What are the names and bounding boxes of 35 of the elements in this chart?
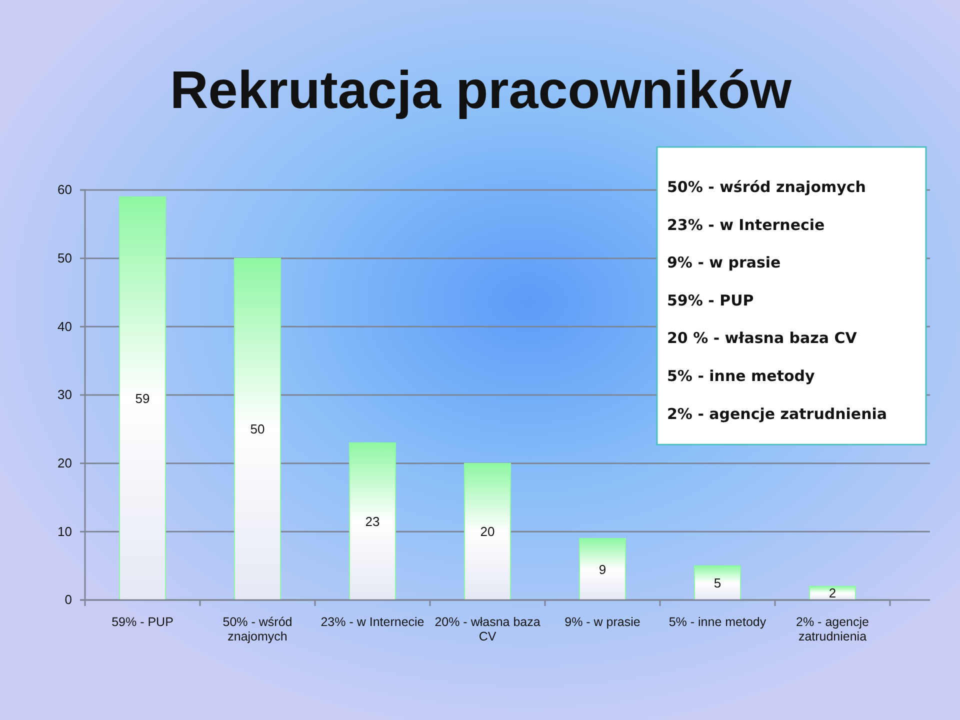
annotation: 23% - w Internecie	[667, 216, 825, 234]
bar	[234, 258, 281, 600]
annotation: 9% - w prasie	[667, 254, 781, 272]
data-label: 5	[714, 575, 722, 590]
data-label: 9	[598, 562, 606, 577]
data-label: 23	[365, 514, 380, 529]
x-tick-label: 59% - PUP	[112, 615, 174, 629]
x-tick-label: 9% - w prasie	[564, 615, 640, 629]
bar	[694, 565, 741, 600]
bar	[464, 462, 511, 600]
y-tick-label: 50	[58, 250, 72, 266]
bar	[579, 538, 626, 600]
y-tick-label: 0	[64, 592, 72, 608]
chart-title: Rekrutacja pracowników	[170, 61, 792, 120]
y-tick-label: 30	[58, 387, 72, 402]
data-label: 59	[135, 390, 150, 406]
x-tick-label: 2% - agencje zatrudnienia	[796, 615, 870, 644]
data-label: 2	[828, 586, 836, 601]
y-tick-label: 60	[58, 182, 72, 198]
annotation: 20 % - własna baza CV	[667, 329, 858, 348]
x-tick-label: 20% - własna baza CV	[434, 615, 540, 644]
x-tick-label: 23% - w Internecie	[320, 615, 424, 629]
annotation: 2% - agencje zatrudnienia	[667, 404, 888, 423]
x-tick-label: 50% - wśród znajomych	[222, 615, 292, 644]
x-tick-label: 5% - inne metody	[668, 615, 767, 629]
y-tick-label: 10	[58, 524, 72, 539]
annotation: 50% - wśród znajomych	[667, 178, 866, 196]
y-tick-label: 20	[58, 455, 72, 470]
data-label: 20	[480, 524, 495, 540]
annotation: 5% - inne metody	[667, 367, 816, 385]
y-tick-label: 40	[58, 318, 72, 334]
annotation: 59% - PUP	[667, 291, 754, 310]
bar	[119, 196, 166, 600]
bar	[349, 442, 396, 600]
data-label: 50	[250, 422, 265, 437]
